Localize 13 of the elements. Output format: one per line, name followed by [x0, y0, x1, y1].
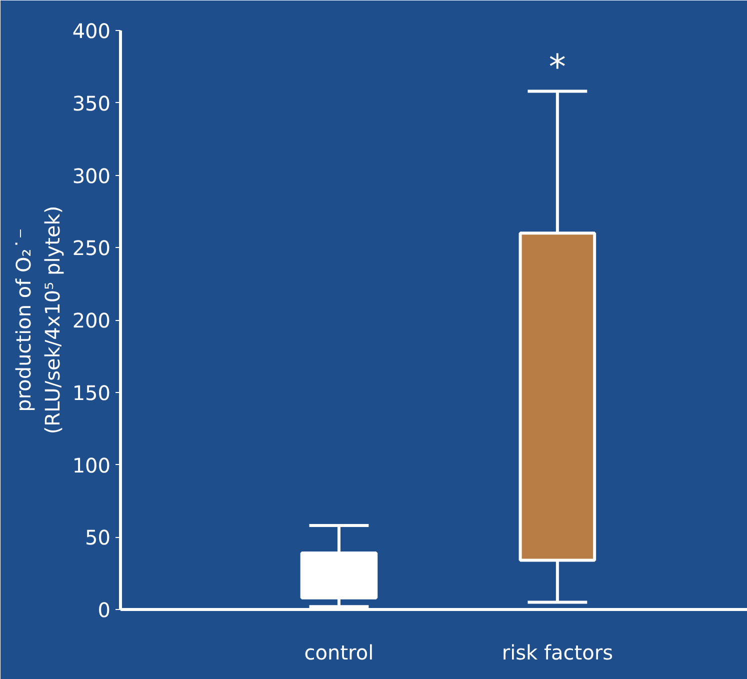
y-tick-label: 300	[72, 164, 111, 188]
y-tick-label: 50	[85, 526, 111, 550]
y-axis-title: production of O₂˙⁻ (RLU/sek/4x10⁵ plytek)	[12, 206, 64, 434]
x-tick-label: risk factors	[502, 640, 614, 664]
y-tick-label: 0	[98, 598, 111, 622]
y-tick-label: 150	[72, 380, 111, 405]
annotation: *	[548, 47, 566, 88]
y-tick-label: 200	[72, 308, 111, 332]
y-tick-label: 400	[72, 19, 111, 43]
y-tick-label: 250	[72, 236, 111, 260]
x-tick-label: control	[304, 640, 374, 664]
y-tick-label: 350	[72, 91, 111, 116]
y-tick-label: 100	[72, 453, 111, 478]
